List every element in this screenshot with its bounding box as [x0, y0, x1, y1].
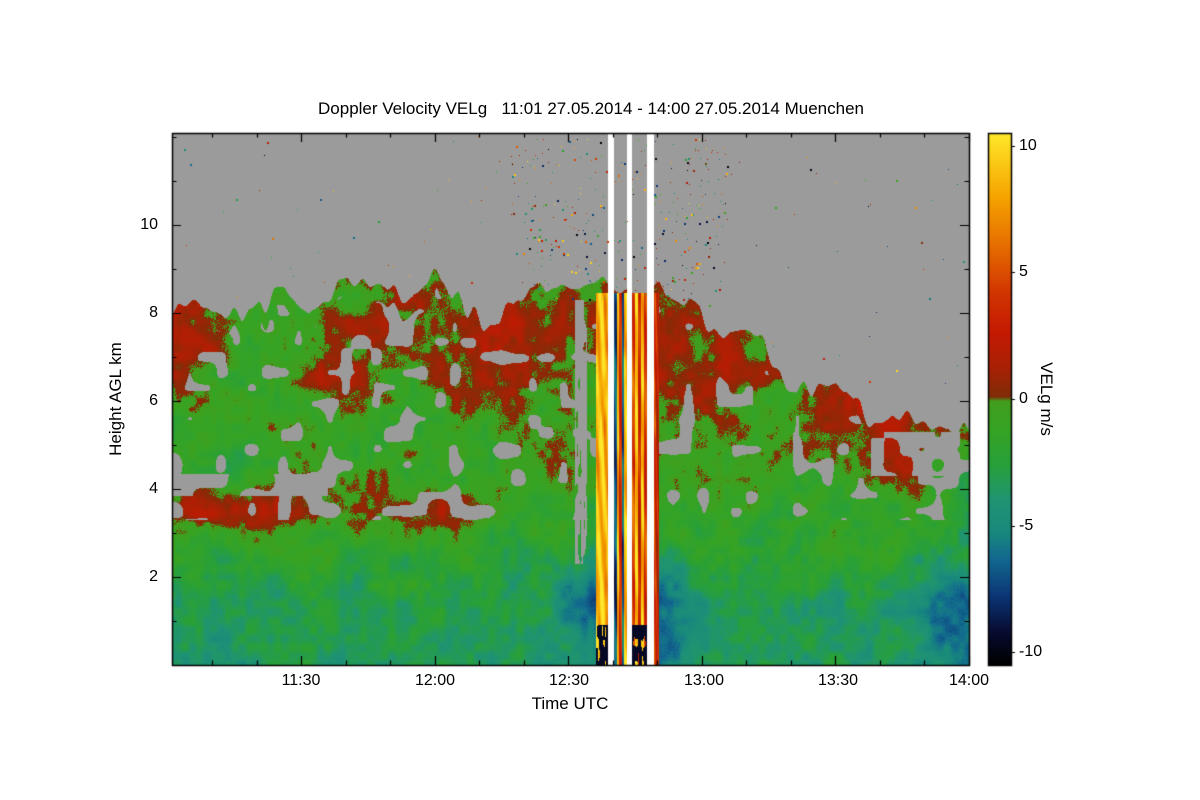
y-tick-label: 10	[140, 216, 158, 233]
colorbar-tick-label: 10	[1019, 137, 1037, 154]
x-tick-label: 12:00	[414, 672, 456, 689]
x-axis-label: Time UTC	[531, 694, 609, 713]
x-tick-label: 12:30	[548, 672, 590, 689]
y-tick-label: 4	[149, 480, 158, 497]
x-tick-label: 13:30	[817, 672, 859, 689]
colorbar-tick-label: 0	[1019, 390, 1028, 407]
plot-title: Doppler Velocity VELg 11:01 27.05.2014 -…	[318, 99, 864, 118]
colorbar-tick-label: 5	[1019, 263, 1028, 280]
x-tick-label: 11:30	[281, 672, 321, 689]
y-tick-label: 8	[149, 304, 158, 321]
colorbar-label: VELg m/s	[1037, 362, 1056, 436]
x-tick-label: 13:00	[683, 672, 725, 689]
colorbar-tick-label: -5	[1019, 517, 1034, 534]
colorbar-tick-label: -10	[1019, 643, 1043, 660]
y-tick-label: 2	[149, 568, 158, 585]
y-tick-label: 6	[149, 392, 158, 409]
x-tick-label: 14:00	[948, 672, 990, 689]
